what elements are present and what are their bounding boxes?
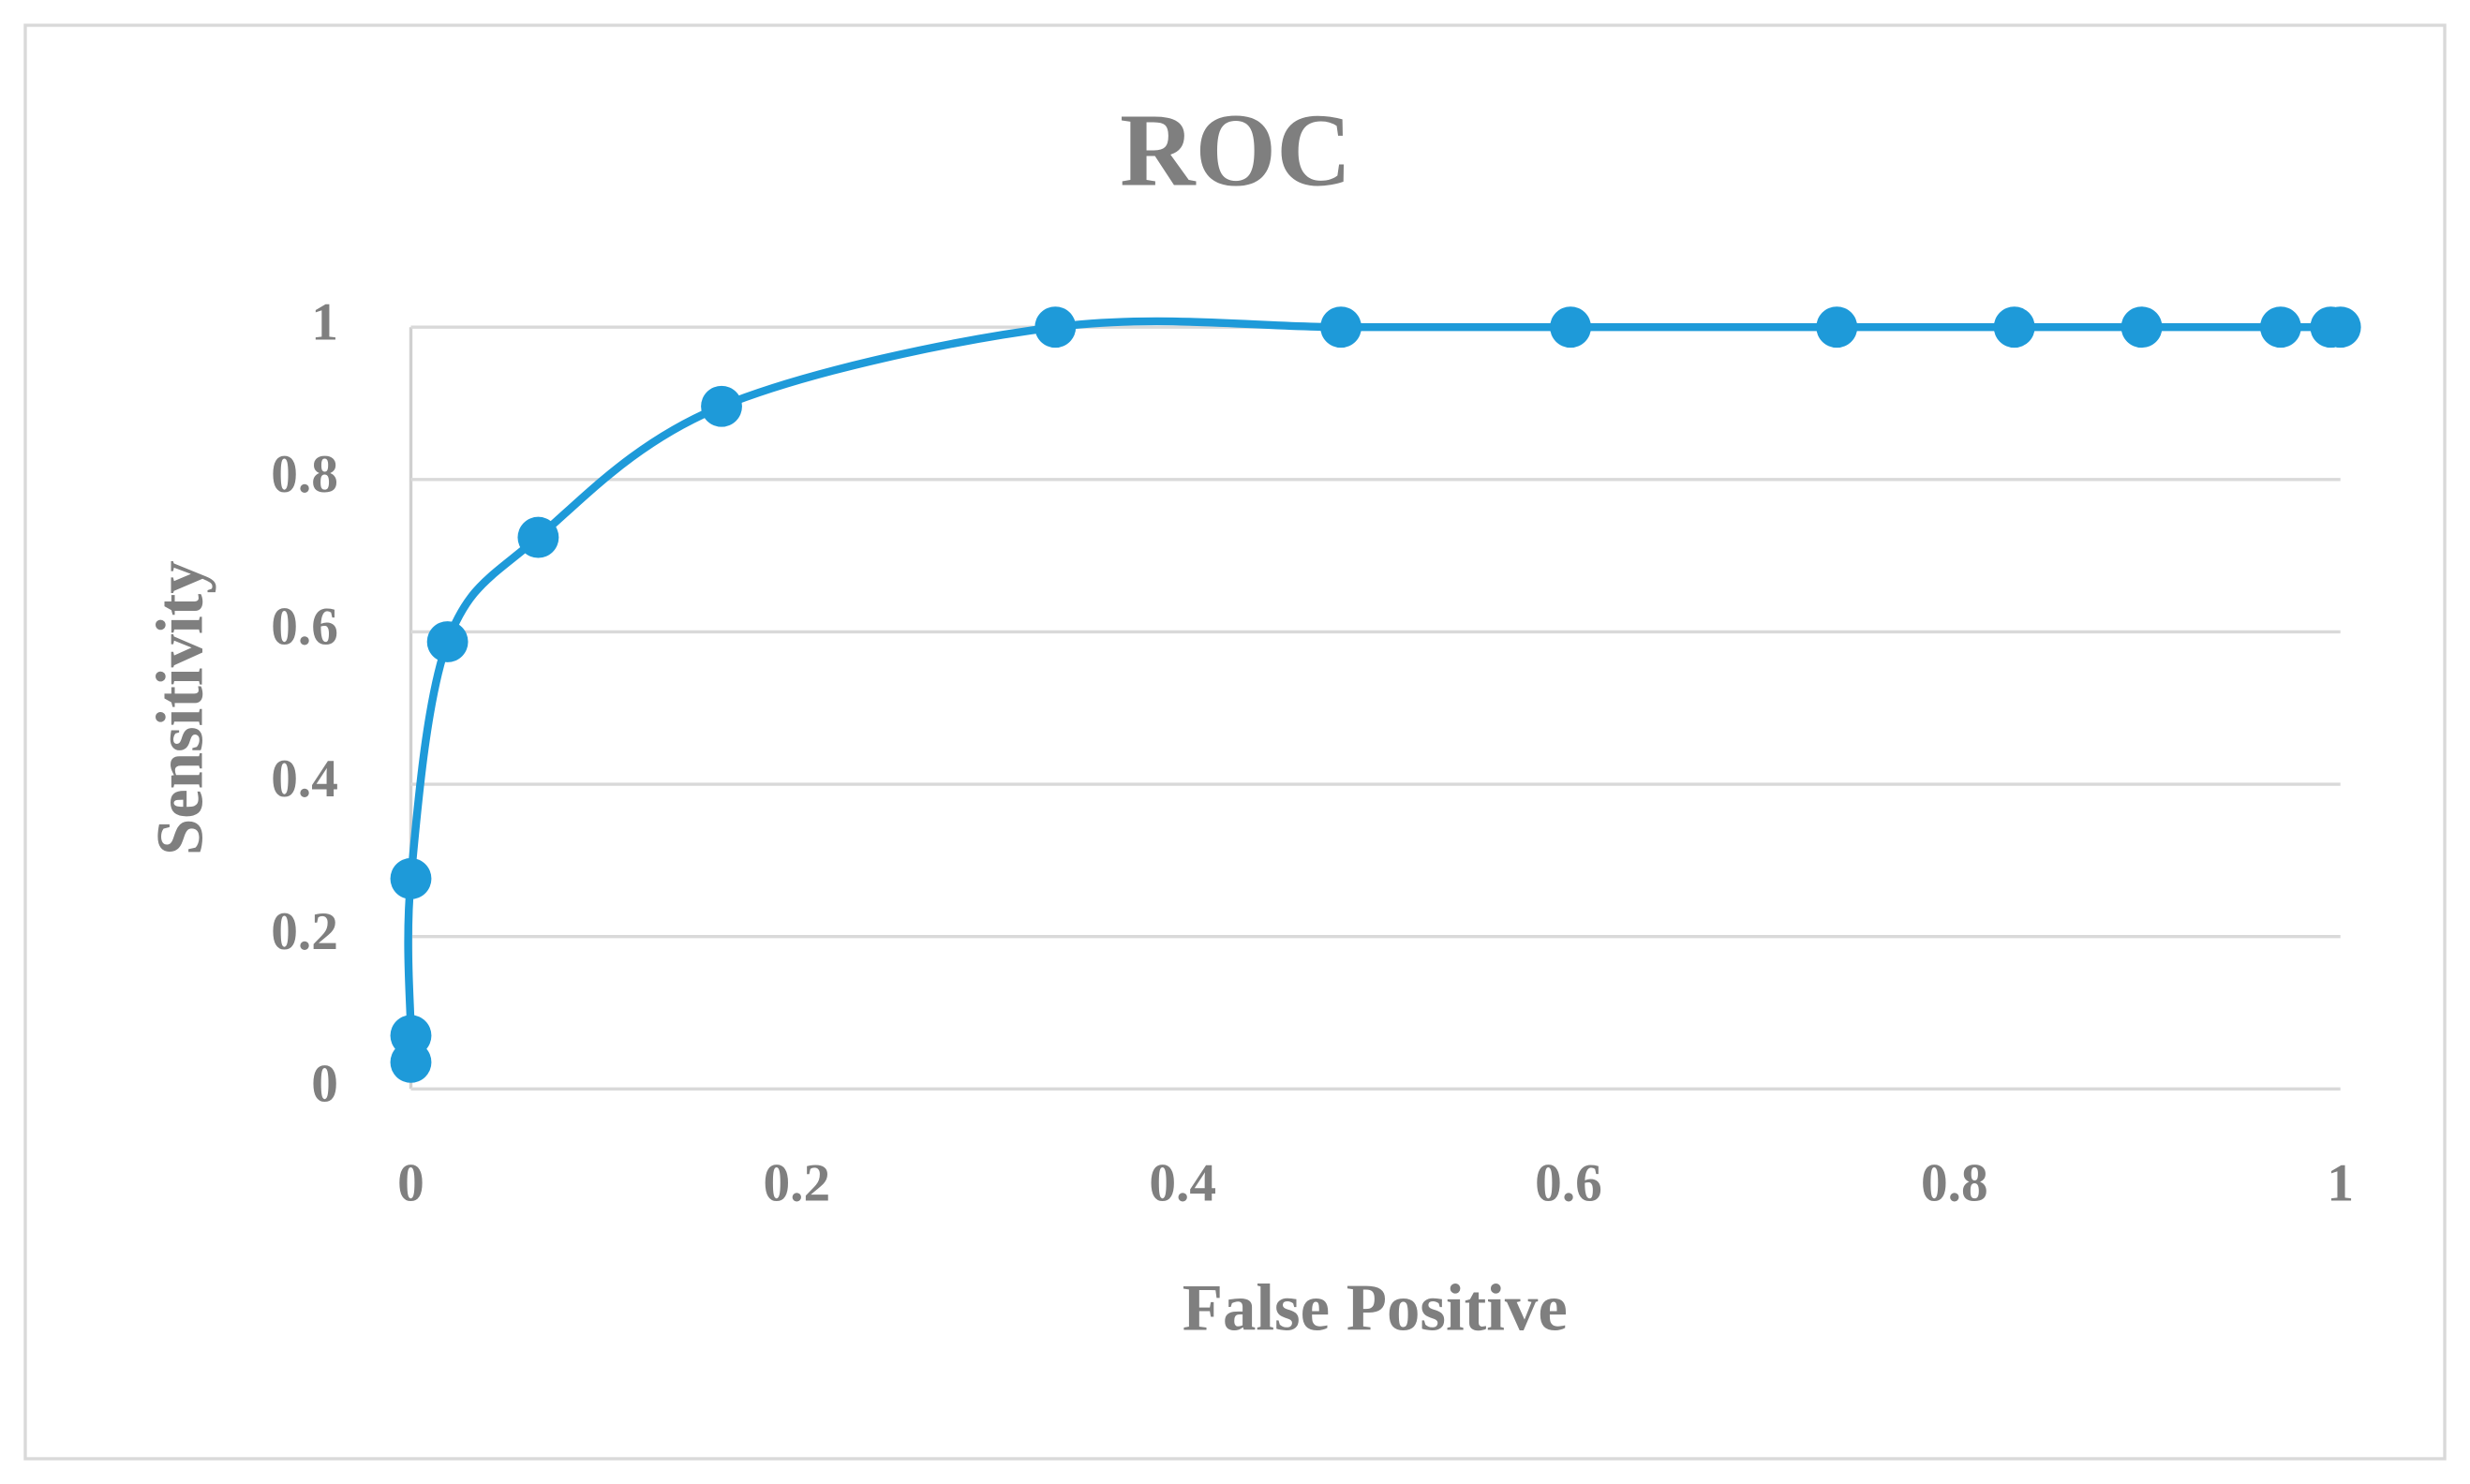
data-point (2259, 306, 2301, 349)
data-point (426, 621, 469, 662)
data-point (1993, 306, 2035, 349)
y-tick-label: 0.8 (271, 445, 338, 504)
y-tick-label: 0.6 (271, 598, 338, 657)
x-axis-title: False Positive (1183, 1272, 1568, 1345)
data-point (1034, 306, 1077, 349)
data-point (1550, 306, 1592, 349)
x-tick-label: 0.2 (764, 1154, 831, 1213)
data-point (390, 857, 432, 899)
data-point (701, 385, 742, 427)
y-axis-title: Sensitivity (143, 560, 216, 855)
x-tick-label: 0.6 (1535, 1154, 1602, 1213)
chart-title: ROC (1120, 94, 1351, 209)
data-point (1320, 306, 1361, 349)
y-tick-label: 0.2 (271, 902, 338, 961)
data-point (2120, 306, 2163, 349)
data-point (2319, 306, 2361, 349)
x-tick-label: 0.8 (1921, 1154, 1988, 1213)
y-tick-label: 0.4 (271, 749, 338, 809)
data-point (517, 516, 559, 558)
y-tick-label: 0 (311, 1054, 338, 1113)
y-tick-label: 1 (311, 292, 338, 351)
data-point (1816, 306, 1858, 349)
chart-frame (23, 23, 2447, 1461)
x-tick-label: 0.4 (1149, 1154, 1216, 1213)
x-tick-label: 1 (2327, 1154, 2354, 1213)
x-tick-label: 0 (397, 1154, 424, 1213)
data-point (390, 1015, 432, 1057)
